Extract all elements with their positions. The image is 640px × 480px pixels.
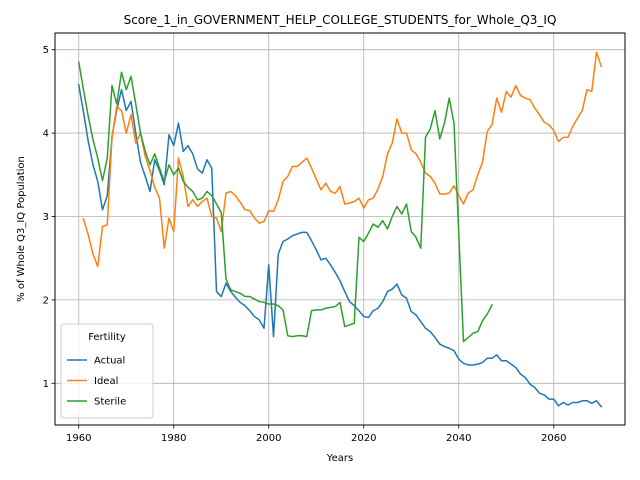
y-tick-label: 4 — [43, 129, 49, 140]
x-axis-label: Years — [326, 453, 353, 464]
x-tick-label: 1980 — [161, 433, 186, 444]
series-line-actual — [77, 83, 603, 408]
axis-ticks: 1960 1980 2000 2020 2040 2060 1 2 3 4 5 — [43, 45, 567, 444]
plot-frame — [54, 32, 626, 426]
x-tick-label: 2060 — [541, 433, 566, 444]
series-lines — [77, 51, 603, 408]
y-tick-label: 3 — [43, 212, 49, 223]
y-tick-label: 2 — [43, 295, 49, 306]
legend-box — [60, 323, 154, 419]
y-tick-label: 5 — [43, 45, 49, 56]
x-tick-label: 1960 — [66, 433, 91, 444]
y-tick-label: 1 — [43, 379, 49, 390]
legend-label: Sterile — [94, 397, 126, 408]
chart-title: Score_1_in_GOVERNMENT_HELP_COLLEGE_STUDE… — [124, 13, 557, 27]
legend-label: Actual — [94, 356, 125, 367]
y-axis-label: % of Whole Q3_IQ Population — [16, 156, 27, 302]
legend-title: Fertility — [88, 332, 126, 343]
legend-label: Ideal — [94, 376, 118, 387]
x-tick-label: 2000 — [256, 433, 281, 444]
x-tick-label: 2020 — [351, 433, 376, 444]
legend: Fertility Actual Ideal Sterile — [60, 323, 154, 419]
series-line-ideal — [82, 51, 603, 268]
x-tick-label: 2040 — [446, 433, 471, 444]
series-line-sterile — [77, 61, 494, 343]
